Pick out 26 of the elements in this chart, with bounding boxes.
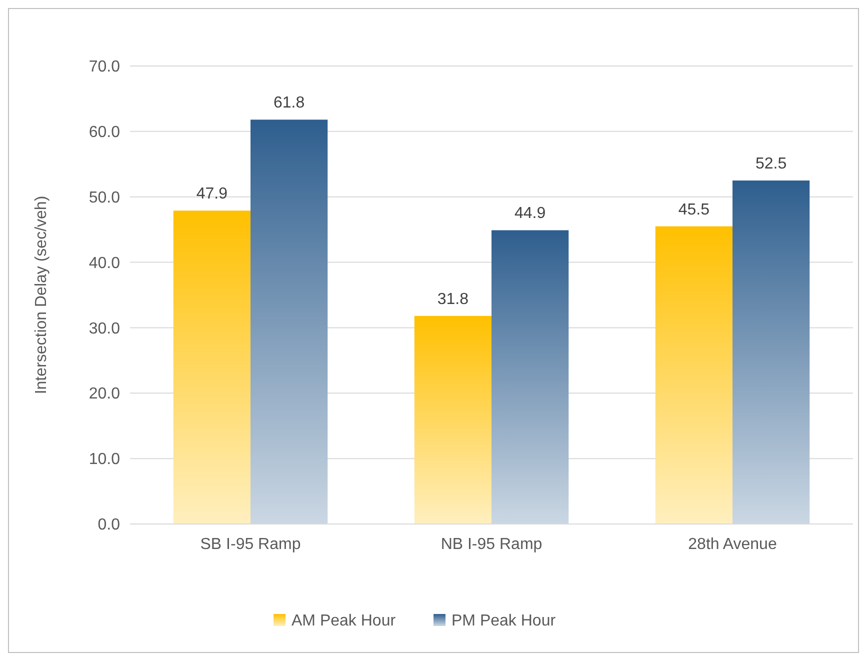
y-tick-label: 20.0 (88, 386, 120, 403)
y-tick-label: 50.0 (88, 189, 120, 206)
bar (173, 210, 250, 524)
data-label: 31.8 (437, 290, 469, 308)
y-tick-label: 10.0 (88, 451, 120, 468)
bar (414, 316, 492, 524)
y-tick-label: 30.0 (88, 320, 120, 338)
bar (492, 230, 569, 524)
x-tick-label: 28th Avenue (688, 536, 777, 553)
y-axis-title: Intersection Delay (sec/veh) (33, 196, 50, 394)
y-tick-label: 60.0 (88, 124, 120, 142)
x-tick-label: SB I-95 Ramp (200, 536, 301, 553)
data-label: 47.9 (196, 186, 228, 203)
y-tick-label: 0.0 (98, 516, 120, 534)
y-tick-label: 70.0 (88, 58, 120, 76)
bar (655, 226, 732, 524)
legend-label: PM Peak Hour (452, 612, 556, 630)
bar (732, 180, 810, 524)
data-label: 52.5 (755, 156, 787, 172)
legend-label: AM Peak Hour (292, 612, 396, 630)
data-label: 44.9 (514, 205, 546, 222)
data-label: 61.8 (273, 94, 305, 112)
x-tick-label: NB I-95 Ramp (440, 536, 542, 553)
bar (250, 120, 328, 524)
data-label: 45.5 (678, 201, 710, 218)
y-tick-label: 40.0 (88, 254, 120, 272)
